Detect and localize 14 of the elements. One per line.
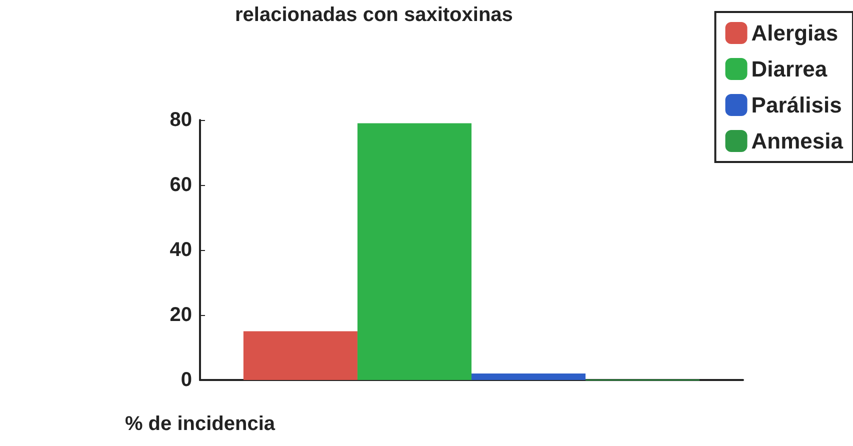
bar bbox=[472, 374, 586, 380]
y-tick-label: 20 bbox=[170, 304, 192, 326]
bar bbox=[243, 331, 358, 380]
y-axis-title: % de incidencia bbox=[124, 413, 276, 435]
legend-label: Alergias bbox=[751, 20, 838, 46]
y-tick-label: 80 bbox=[170, 109, 192, 131]
y-tick-label: 0 bbox=[180, 369, 192, 391]
y-tick-label: 40 bbox=[170, 239, 192, 261]
legend-label: Anmesia bbox=[751, 128, 844, 154]
legend-label: Parálisis bbox=[751, 92, 842, 118]
y-tick-label: 60 bbox=[170, 174, 192, 196]
bar bbox=[357, 123, 472, 380]
chart-title: relacionadas con saxitoxinas bbox=[235, 4, 513, 26]
legend-label: Diarrea bbox=[751, 56, 828, 82]
